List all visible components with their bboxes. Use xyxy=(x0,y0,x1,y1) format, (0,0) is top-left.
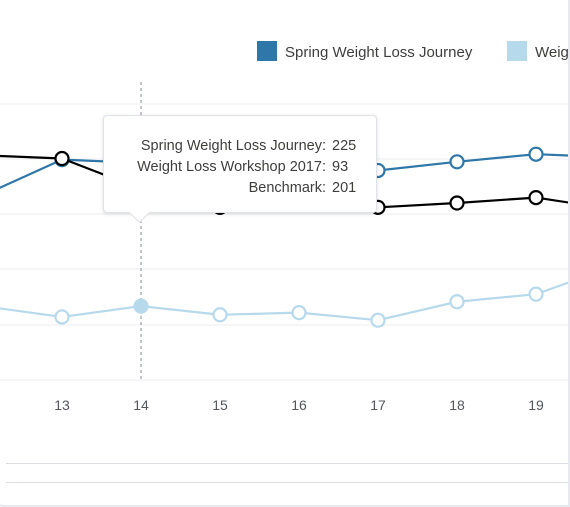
tooltip-row-spring: Spring Weight Loss Journey: 225 xyxy=(104,136,376,157)
data-point[interactable] xyxy=(449,195,465,211)
data-point[interactable] xyxy=(370,312,386,328)
legend-swatch-spring[interactable] xyxy=(257,41,277,61)
tooltip-row-workshop: Weight Loss Workshop 2017: 93 xyxy=(104,157,376,178)
tooltip-row-benchmark: Benchmark: 201 xyxy=(104,178,376,199)
x-tick-label: 15 xyxy=(212,397,228,413)
x-tick-label: 19 xyxy=(528,397,544,413)
legend-label-spring[interactable]: Spring Weight Loss Journey xyxy=(285,44,473,61)
x-tick-label: 16 xyxy=(291,397,307,413)
x-axis-ticks: 13 14 15 16 17 18 19 xyxy=(54,397,544,413)
tooltip-label: Spring Weight Loss Journey: xyxy=(140,138,326,154)
tooltip-label: Weight Loss Workshop 2017: xyxy=(137,159,326,175)
line-chart: Spring Weight Loss Journey Weight Loss W… xyxy=(0,41,568,413)
chart-navigator-scrollbar[interactable] xyxy=(6,463,568,483)
tooltip-value: 93 xyxy=(332,159,349,175)
legend-swatch-workshop[interactable] xyxy=(507,41,527,61)
data-point[interactable] xyxy=(528,146,544,162)
data-point[interactable] xyxy=(291,305,307,321)
legend-label-workshop[interactable]: Weight Loss Workshop 2017 xyxy=(535,44,568,61)
chart-gridlines xyxy=(0,103,568,381)
data-point[interactable] xyxy=(528,286,544,302)
x-tick-label: 13 xyxy=(54,397,70,413)
series-line-1 xyxy=(0,281,568,322)
tooltip-label: Benchmark: xyxy=(248,180,326,196)
x-tick-label: 18 xyxy=(449,397,465,413)
chart-legend: Spring Weight Loss Journey Weight Loss W… xyxy=(257,41,568,61)
data-point[interactable] xyxy=(528,189,544,206)
data-point[interactable] xyxy=(54,150,70,167)
data-point[interactable] xyxy=(212,307,228,323)
chart-tooltip: Spring Weight Loss Journey: 225 Weight Lo… xyxy=(103,115,377,224)
x-tick-label: 14 xyxy=(133,397,149,413)
x-tick-label: 17 xyxy=(370,397,386,413)
data-point[interactable] xyxy=(449,154,465,170)
tooltip-value: 225 xyxy=(332,138,357,154)
tooltip-value: 201 xyxy=(332,180,357,196)
data-point[interactable] xyxy=(133,298,149,314)
data-point[interactable] xyxy=(449,294,465,310)
data-point[interactable] xyxy=(54,309,70,325)
